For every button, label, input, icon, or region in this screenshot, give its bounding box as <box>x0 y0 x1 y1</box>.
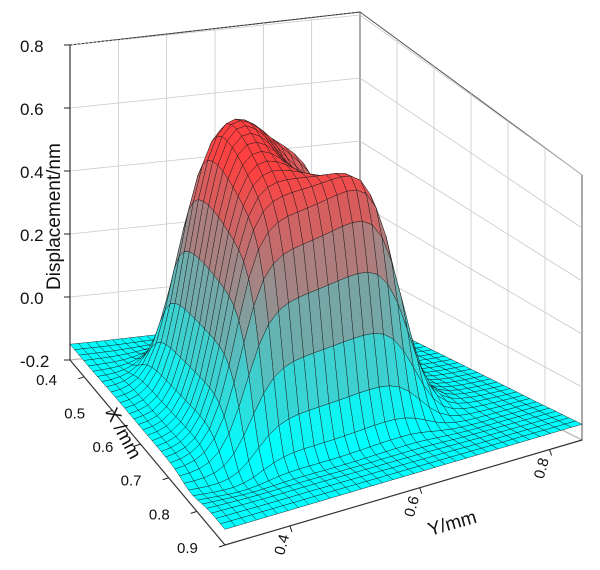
top-edge-dotted <box>69 11 361 46</box>
y-tick-mark <box>549 449 553 456</box>
x-tick-mark <box>134 443 141 447</box>
floor-edge-front-left <box>69 359 226 546</box>
y-tick-mark <box>419 487 423 494</box>
x-tick-label: 0.6 <box>92 439 113 456</box>
x-tick-mark <box>218 544 226 548</box>
y-tick-label: 0.6 <box>401 494 423 519</box>
y-tick-label: 0.4 <box>271 532 293 557</box>
y-tick-mark <box>289 525 293 533</box>
z-tick-label: 0.8 <box>20 37 44 56</box>
surface-mesh <box>69 118 583 530</box>
y-tick-label: 0.8 <box>531 456 553 481</box>
floor-edge-front-right <box>224 439 583 546</box>
z-tick-label: 0.2 <box>20 226 44 245</box>
x-tick-label: 0.8 <box>149 506 170 523</box>
z-tick-label: 0.4 <box>20 163 44 182</box>
z-axis: 0.8 0.6 0.4 0.2 0.0 -0.2 <box>20 37 70 371</box>
x-tick-mark <box>190 510 197 514</box>
x-tick-mark <box>106 409 113 413</box>
x-tick-mark <box>162 477 169 481</box>
y-axis-label: Y/mm <box>426 507 479 541</box>
y-axis: 0.4 0.6 0.8 <box>271 449 553 557</box>
x-axis: 0.4 0.5 0.6 0.7 0.8 0.9 <box>36 372 226 557</box>
x-tick-label: 0.5 <box>64 405 85 422</box>
x-tick-label: 0.4 <box>36 372 57 389</box>
z-tick-label: -0.2 <box>20 352 49 371</box>
x-tick-mark <box>77 376 85 380</box>
z-axis-label: Displacement/nm <box>44 143 65 290</box>
z-tick-label: 0.0 <box>20 289 44 308</box>
x-tick-label: 0.9 <box>177 540 198 557</box>
x-tick-label: 0.7 <box>121 473 142 490</box>
surface-cell <box>564 420 583 428</box>
z-tick-label: 0.6 <box>20 100 44 119</box>
